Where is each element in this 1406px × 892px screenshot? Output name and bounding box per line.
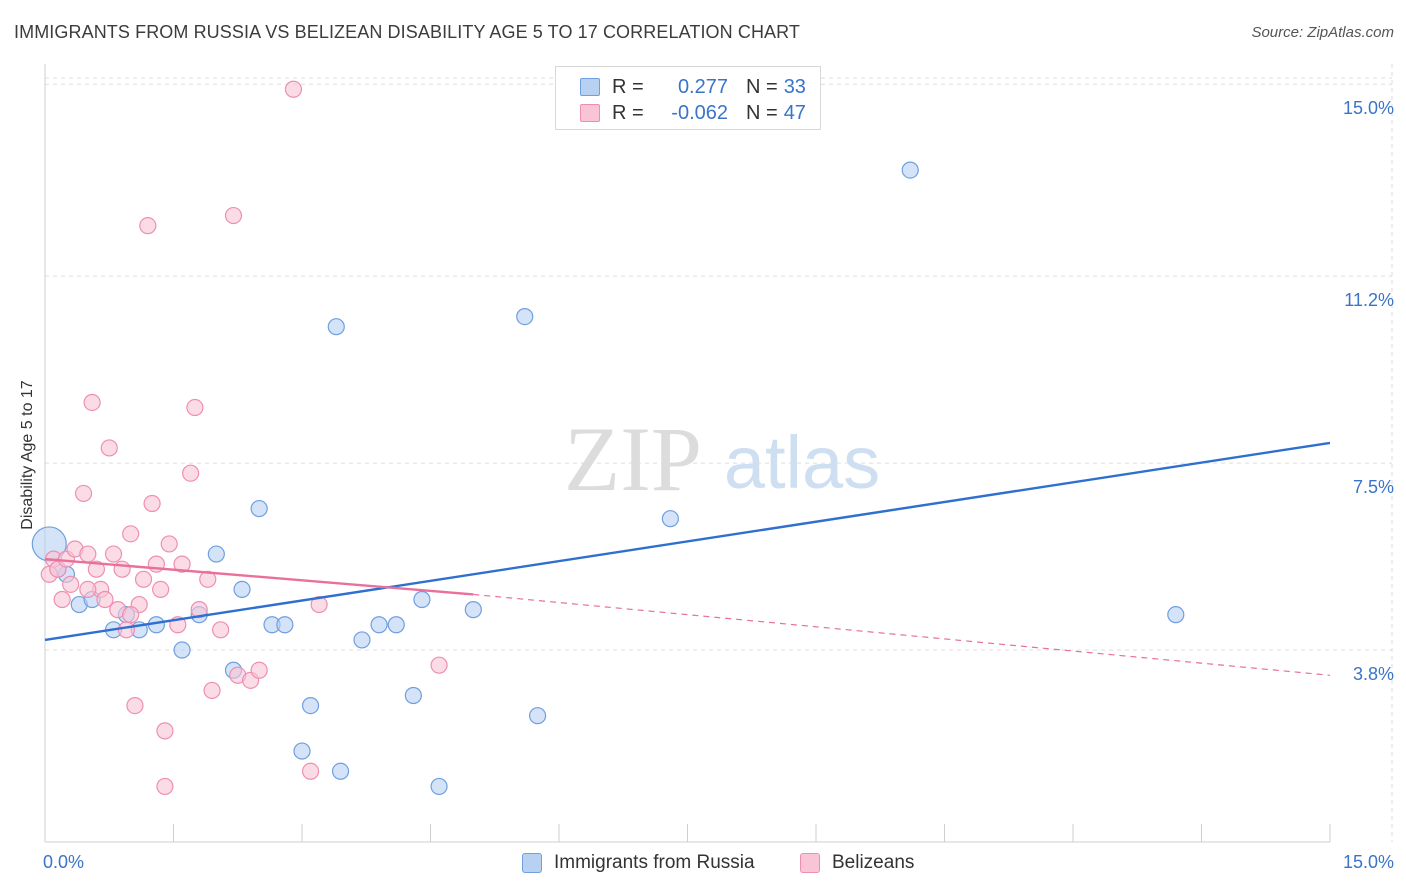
russia-point	[387, 616, 405, 634]
belizean-point	[139, 217, 157, 235]
belizean-point	[152, 580, 170, 599]
watermark: ZIP atlas	[564, 408, 880, 510]
russia-point	[233, 580, 251, 599]
x-tick-label-min: 0.0%	[43, 852, 85, 872]
trend-line-belizeans-extended	[473, 593, 1331, 676]
legend-row-belizeans: R = -0.062 N = 47	[556, 98, 806, 128]
gridlines	[45, 64, 1393, 842]
belizean-point	[100, 439, 118, 457]
belizean-point	[87, 560, 106, 578]
belizean-point	[74, 484, 93, 503]
belizean-point	[224, 206, 243, 225]
russia-point	[901, 161, 919, 179]
data-points	[31, 80, 1185, 796]
legend-row-russia: R = 0.277 N = 33	[556, 72, 806, 102]
belizean-point	[199, 570, 217, 588]
belizean-point	[83, 393, 101, 412]
russia-point	[173, 641, 191, 659]
belizean-point	[310, 595, 328, 614]
belizean-point	[160, 535, 178, 553]
watermark-atlas: atlas	[724, 421, 880, 504]
russia-point	[276, 616, 294, 634]
russia-point	[250, 499, 268, 518]
belizean-point	[186, 398, 204, 417]
belizean-point	[301, 762, 320, 780]
belizean-point	[122, 606, 140, 624]
y-tick-label: 7.5%	[1352, 477, 1394, 498]
y-tick-label: 3.8%	[1352, 664, 1394, 685]
n-label: N =	[746, 75, 778, 98]
legend-label: Immigrants from Russia	[554, 852, 755, 873]
series-legend: Immigrants from Russia Belizeans	[0, 852, 1406, 878]
belizean-point	[104, 545, 123, 563]
belizean-point	[190, 601, 208, 619]
belizean-point	[156, 777, 174, 796]
r-label: R =	[612, 75, 644, 98]
belizean-point	[430, 656, 448, 674]
russia-point	[413, 590, 431, 609]
belizean-point	[96, 590, 114, 609]
russia-point	[207, 545, 225, 563]
belizean-point	[212, 621, 230, 639]
chart-title: IMMIGRANTS FROM RUSSIA VS BELIZEAN DISAB…	[14, 22, 801, 42]
r-label: R =	[612, 101, 644, 124]
russia-point	[301, 696, 320, 715]
russia-point	[353, 631, 371, 649]
belizean-point	[62, 575, 80, 593]
trend-line-russia	[44, 441, 1331, 642]
axes	[44, 64, 1331, 843]
legend-item-russia[interactable]: Immigrants from Russia	[522, 852, 755, 874]
n-value: 33	[783, 75, 806, 98]
russia-point	[404, 686, 422, 705]
russia-point	[331, 762, 350, 780]
belizean-point	[143, 494, 161, 513]
belizean-point	[113, 560, 131, 578]
belizean-point	[126, 696, 144, 715]
russia-point	[661, 510, 679, 528]
y-tick-label: 15.0%	[1342, 98, 1394, 119]
r-value: -0.062	[671, 101, 728, 124]
legend-swatch-pink	[580, 104, 600, 122]
legend-item-belizeans[interactable]: Belizeans	[800, 852, 914, 874]
legend-swatch-pink	[800, 853, 820, 873]
n-value: 47	[783, 101, 806, 124]
belizean-point	[53, 590, 71, 609]
trend-lines	[44, 441, 1331, 676]
y-tick-label: 11.2%	[1344, 290, 1394, 311]
n-label: N =	[746, 101, 778, 124]
russia-point	[327, 318, 345, 336]
russia-point	[528, 707, 547, 725]
russia-point	[1167, 606, 1185, 624]
watermark-zip: ZIP	[564, 408, 702, 510]
russia-point	[516, 307, 534, 326]
belizean-point	[79, 545, 97, 563]
source-credit: Source: ZipAtlas.com	[1251, 24, 1394, 41]
r-value: 0.277	[677, 75, 728, 98]
legend-swatch-blue	[522, 853, 542, 873]
belizean-point	[182, 464, 200, 482]
belizean-point	[79, 580, 97, 599]
correlation-legend: R = 0.277 N = 33 R = -0.062 N = 47	[555, 66, 821, 130]
russia-point	[464, 601, 482, 619]
belizean-point	[203, 681, 221, 700]
legend-swatch-blue	[580, 78, 600, 96]
belizean-point	[284, 80, 303, 98]
belizean-point	[156, 722, 174, 740]
russia-point	[430, 777, 448, 796]
belizean-point	[117, 621, 135, 639]
russia-point	[293, 742, 311, 760]
belizean-point	[250, 661, 268, 679]
russia-point	[370, 616, 388, 634]
belizean-point	[122, 525, 140, 543]
belizean-point	[134, 570, 153, 588]
trend-line-belizeans	[44, 557, 474, 596]
legend-label: Belizeans	[832, 852, 915, 873]
x-tick-label-max: 15.0%	[1342, 852, 1394, 872]
belizean-point	[173, 555, 191, 573]
